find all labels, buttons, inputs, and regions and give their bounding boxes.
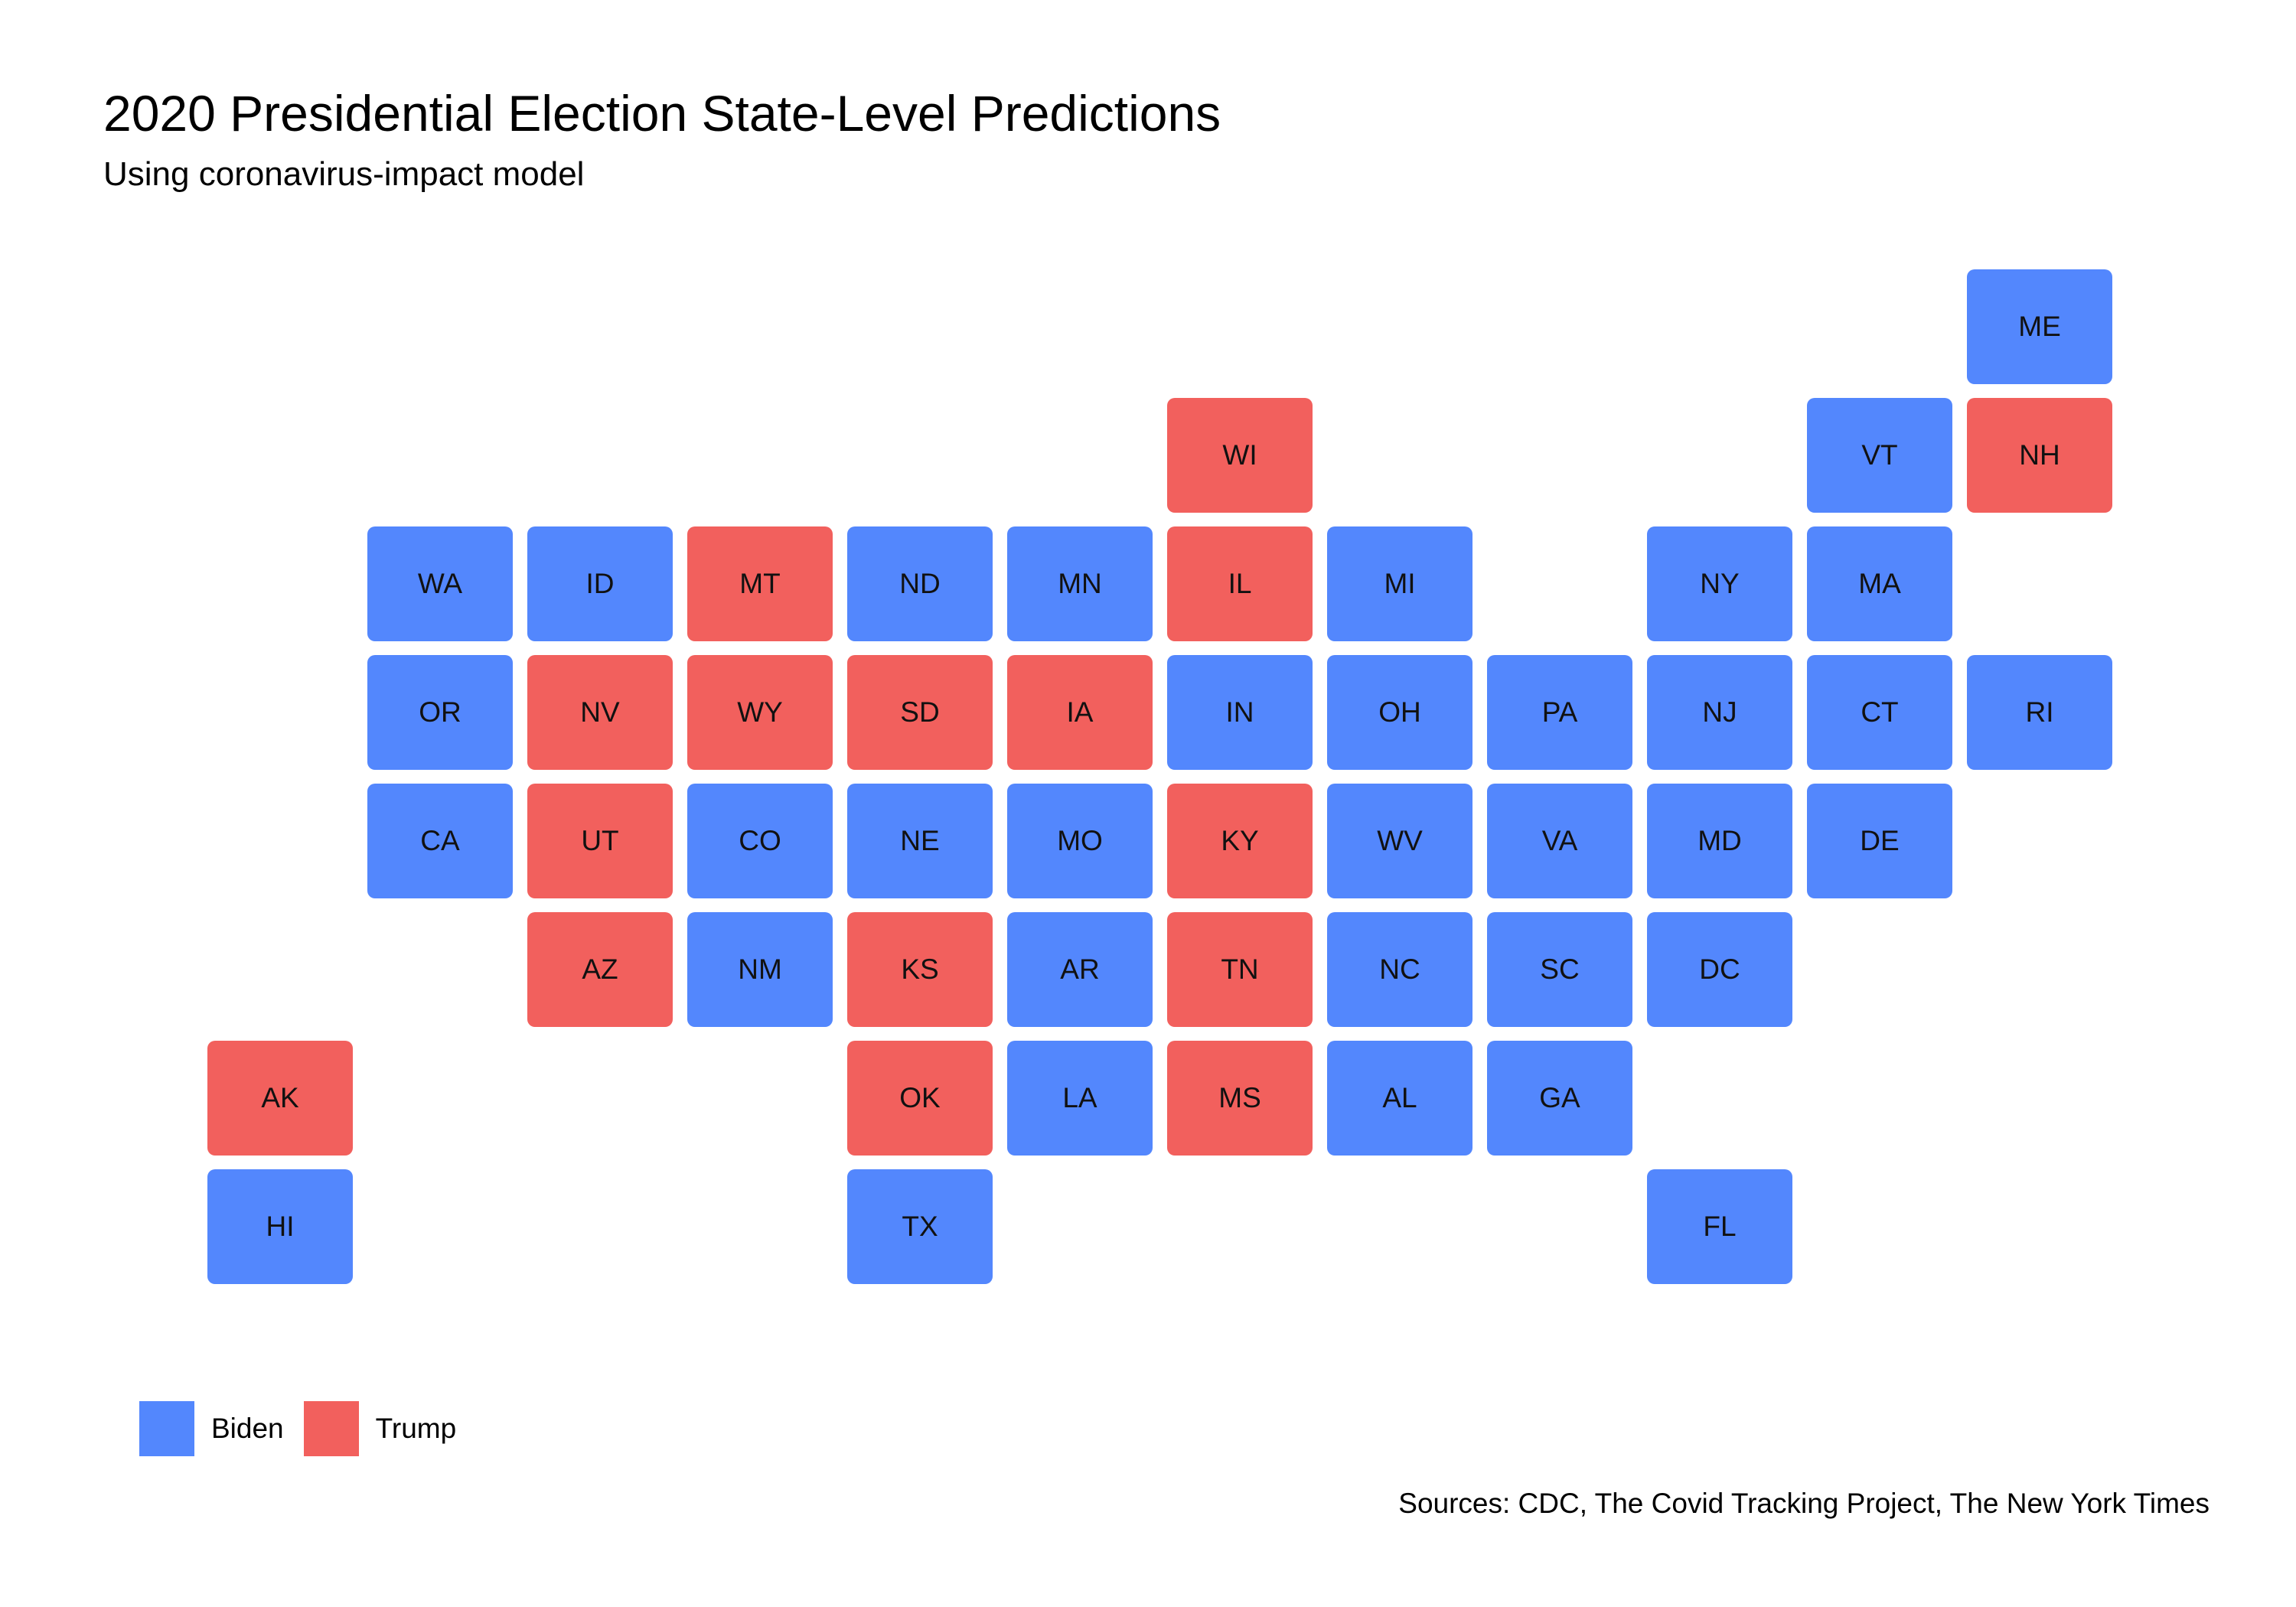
state-tile-nj: NJ xyxy=(1647,655,1792,770)
state-tile-la: LA xyxy=(1007,1041,1153,1156)
state-tile-wv: WV xyxy=(1327,784,1473,898)
state-tile-in: IN xyxy=(1167,655,1313,770)
state-tile-fl: FL xyxy=(1647,1169,1792,1284)
state-tile-ut: UT xyxy=(527,784,673,898)
state-tile-nv: NV xyxy=(527,655,673,770)
state-tile-il: IL xyxy=(1167,526,1313,641)
state-tile-ma: MA xyxy=(1807,526,1952,641)
state-tile-mo: MO xyxy=(1007,784,1153,898)
legend-item-trump: Trump xyxy=(303,1401,457,1456)
state-tile-nc: NC xyxy=(1327,912,1473,1027)
state-tile-ri: RI xyxy=(1967,655,2112,770)
state-tile-me: ME xyxy=(1967,269,2112,384)
state-tile-ky: KY xyxy=(1167,784,1313,898)
state-tile-nm: NM xyxy=(687,912,833,1027)
state-tile-nd: ND xyxy=(847,526,993,641)
state-tile-nh: NH xyxy=(1967,398,2112,513)
state-tile-wy: WY xyxy=(687,655,833,770)
state-tile-wi: WI xyxy=(1167,398,1313,513)
state-tile-al: AL xyxy=(1327,1041,1473,1156)
legend-swatch-trump xyxy=(303,1401,359,1456)
state-tile-ks: KS xyxy=(847,912,993,1027)
state-tile-sc: SC xyxy=(1487,912,1632,1027)
legend-item-biden: Biden xyxy=(139,1401,284,1456)
state-tile-md: MD xyxy=(1647,784,1792,898)
state-tile-or: OR xyxy=(367,655,513,770)
state-tile-co: CO xyxy=(687,784,833,898)
legend-swatch-biden xyxy=(139,1401,194,1456)
legend-label-trump: Trump xyxy=(375,1413,457,1444)
state-tile-az: AZ xyxy=(527,912,673,1027)
state-tile-ct: CT xyxy=(1807,655,1952,770)
chart-title: 2020 Presidential Election State-Level P… xyxy=(103,85,1221,142)
state-tile-ny: NY xyxy=(1647,526,1792,641)
state-tile-hi: HI xyxy=(207,1169,353,1284)
state-tile-sd: SD xyxy=(847,655,993,770)
state-tile-mt: MT xyxy=(687,526,833,641)
state-tile-ia: IA xyxy=(1007,655,1153,770)
state-tile-de: DE xyxy=(1807,784,1952,898)
state-tile-ga: GA xyxy=(1487,1041,1632,1156)
state-tile-ak: AK xyxy=(207,1041,353,1156)
state-tile-ne: NE xyxy=(847,784,993,898)
sources-caption: Sources: CDC, The Covid Tracking Project… xyxy=(1398,1488,2210,1519)
state-tile-oh: OH xyxy=(1327,655,1473,770)
state-tile-ok: OK xyxy=(847,1041,993,1156)
state-tile-mi: MI xyxy=(1327,526,1473,641)
state-tile-ms: MS xyxy=(1167,1041,1313,1156)
state-tile-ca: CA xyxy=(367,784,513,898)
state-tile-vt: VT xyxy=(1807,398,1952,513)
state-tile-mn: MN xyxy=(1007,526,1153,641)
legend: Biden Trump xyxy=(139,1400,476,1457)
state-tile-id: ID xyxy=(527,526,673,641)
state-tile-tn: TN xyxy=(1167,912,1313,1027)
state-tile-dc: DC xyxy=(1647,912,1792,1027)
state-tile-wa: WA xyxy=(367,526,513,641)
legend-label-biden: Biden xyxy=(211,1413,284,1444)
state-tile-ar: AR xyxy=(1007,912,1153,1027)
state-tile-va: VA xyxy=(1487,784,1632,898)
state-tile-pa: PA xyxy=(1487,655,1632,770)
chart-subtitle: Using coronavirus-impact model xyxy=(103,155,585,193)
state-tile-tx: TX xyxy=(847,1169,993,1284)
